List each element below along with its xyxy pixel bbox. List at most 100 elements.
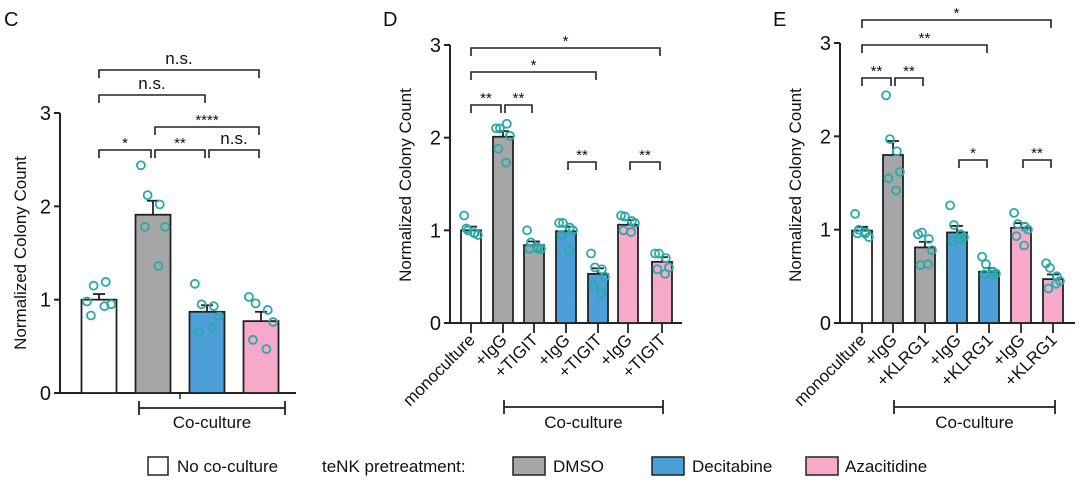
data-point xyxy=(596,288,606,299)
data-point xyxy=(461,223,472,234)
panel-c: C 0 1 2 3 Normalized Colony Count Co-culture n.… xyxy=(4,9,296,432)
data-point xyxy=(99,301,110,312)
data-point xyxy=(955,234,965,244)
data-point xyxy=(243,291,254,302)
significance-bracket xyxy=(567,161,597,170)
significance-bracket xyxy=(208,149,260,158)
significance-label: **** xyxy=(195,112,219,129)
data-point xyxy=(660,268,670,279)
significance-label: ** xyxy=(1031,145,1043,162)
bar-azacitidine xyxy=(242,320,280,394)
y-tick-label: 1 xyxy=(40,290,51,312)
data-point xyxy=(568,225,578,236)
data-point xyxy=(459,210,469,221)
bar--klrg1 xyxy=(978,270,1000,324)
legend-swatch-decitabine xyxy=(651,456,685,476)
significance-bracket xyxy=(1022,159,1052,168)
legend-pretreatment-label: teNK pretreatment: xyxy=(322,457,466,476)
data-point xyxy=(891,185,901,196)
legend-swatch-dmso xyxy=(512,456,546,476)
data-point xyxy=(564,245,574,256)
significance-bracket xyxy=(470,104,502,113)
data-point xyxy=(135,160,146,171)
legend-label-no-coculture: No co-culture xyxy=(177,457,278,476)
significance-bracket xyxy=(98,94,206,103)
data-point xyxy=(261,344,272,355)
data-point xyxy=(248,334,258,345)
group-bracket xyxy=(138,401,286,415)
y-axis-label: Normalized Colony Count xyxy=(786,88,805,282)
significance-label: ** xyxy=(919,30,931,47)
y-tick-label: 1 xyxy=(820,220,831,242)
bar-monoculture xyxy=(460,229,482,324)
data-point xyxy=(250,298,261,309)
data-point xyxy=(100,277,111,287)
legend-swatch-no-coculture xyxy=(147,456,169,476)
data-point xyxy=(196,299,207,310)
significance-label: * xyxy=(122,135,128,152)
significance-label: ** xyxy=(480,90,492,107)
significance-label: ** xyxy=(576,147,588,164)
significance-bracket xyxy=(98,149,152,158)
significance-label: * xyxy=(954,5,960,22)
significance-bracket xyxy=(470,47,661,56)
data-point xyxy=(895,166,905,177)
significance-label: ** xyxy=(513,90,525,107)
data-point xyxy=(626,227,636,238)
data-point xyxy=(81,296,92,307)
data-point xyxy=(493,143,504,154)
y-axis-label: Normalized Colony Count xyxy=(396,88,415,282)
panel-letter: D xyxy=(383,9,397,31)
data-point xyxy=(268,317,279,327)
significance-label: ** xyxy=(871,63,883,80)
data-point xyxy=(860,228,870,239)
panel-letter: C xyxy=(4,9,18,31)
legend-label-dmso: DMSO xyxy=(553,457,604,476)
data-point xyxy=(86,310,96,321)
significance-bracket xyxy=(894,77,924,86)
data-point xyxy=(501,118,512,129)
data-point xyxy=(142,190,153,201)
significance-bracket xyxy=(861,44,988,53)
group-bracket xyxy=(503,400,664,414)
significance-label: n.s. xyxy=(138,74,165,93)
bar--klrg1 xyxy=(914,246,936,324)
data-point xyxy=(660,253,671,264)
data-point xyxy=(556,230,567,240)
data-point xyxy=(1051,278,1061,289)
panel-letter: E xyxy=(773,9,786,31)
data-point xyxy=(987,269,997,280)
y-tick-label: 0 xyxy=(40,383,51,405)
data-point xyxy=(140,221,150,232)
data-point xyxy=(153,261,164,271)
data-point xyxy=(194,327,204,338)
y-tick-label: 2 xyxy=(430,128,441,150)
significance-label: ** xyxy=(174,135,186,152)
significance-bracket xyxy=(629,161,661,170)
data-point xyxy=(981,259,991,270)
data-point xyxy=(532,242,542,252)
data-point xyxy=(189,278,200,289)
significance-bracket xyxy=(504,104,533,113)
data-point xyxy=(616,210,626,221)
group-label: Co-culture xyxy=(173,413,251,432)
data-point xyxy=(927,245,937,256)
data-point xyxy=(491,123,501,134)
data-point xyxy=(991,268,1001,279)
data-point xyxy=(949,220,959,230)
x-tick-label: monoculture xyxy=(790,330,870,410)
bar--igg xyxy=(617,223,639,324)
data-point xyxy=(501,157,511,168)
bar--igg xyxy=(946,231,968,324)
significance-bracket xyxy=(98,69,260,78)
data-point xyxy=(881,90,891,101)
significance-bracket xyxy=(958,159,988,168)
data-point xyxy=(1045,263,1055,273)
y-tick-label: 3 xyxy=(820,33,831,55)
bar-decitabine xyxy=(188,310,226,394)
data-point xyxy=(262,305,273,315)
data-point xyxy=(160,221,171,232)
